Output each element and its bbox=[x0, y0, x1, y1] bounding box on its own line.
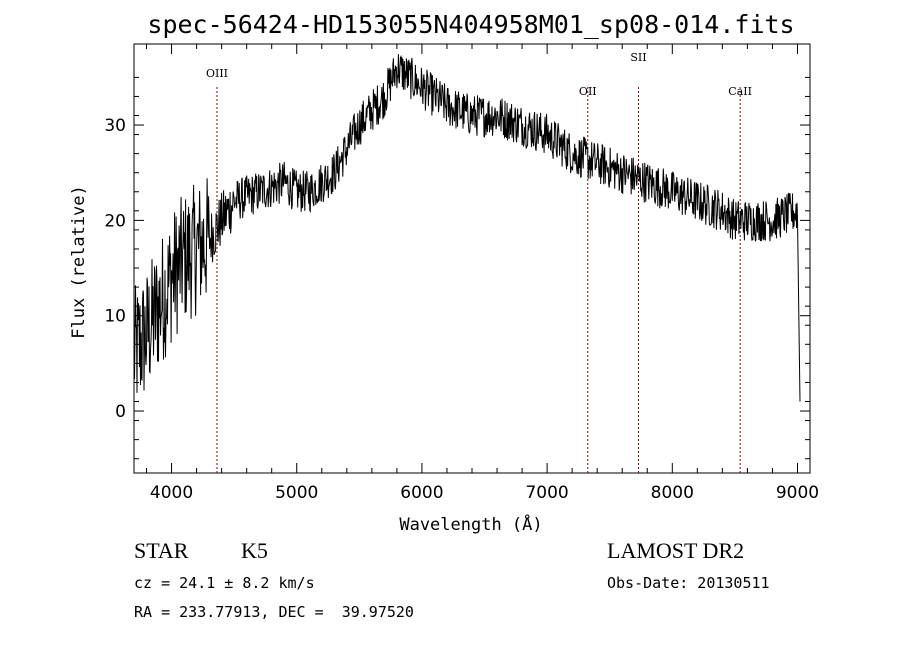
object-class: STAR bbox=[134, 538, 189, 563]
x-tick-label-7000: 7000 bbox=[525, 483, 568, 503]
line-label-OIII: OIII bbox=[206, 67, 228, 80]
x-tick-label-9000: 9000 bbox=[776, 483, 819, 503]
y-tick-label-30: 30 bbox=[104, 116, 126, 136]
line-label-CaII: CaII bbox=[728, 85, 752, 98]
line-label-OII: OII bbox=[579, 85, 597, 98]
object-subclass: K5 bbox=[241, 538, 268, 563]
x-tick-label-8000: 8000 bbox=[651, 483, 694, 503]
x-tick-label-4000: 4000 bbox=[150, 483, 193, 503]
line-label-SII: SII bbox=[630, 51, 646, 64]
x-axis-label: Wavelength (Å) bbox=[399, 513, 542, 535]
x-tick-label-6000: 6000 bbox=[400, 483, 443, 503]
redshift-text: cz = 24.1 ± 8.2 km/s bbox=[134, 574, 315, 592]
y-tick-label-0: 0 bbox=[115, 402, 126, 422]
survey-label: LAMOST DR2 bbox=[607, 538, 745, 563]
spectrum-line bbox=[133, 54, 801, 402]
y-tick-label-10: 10 bbox=[104, 307, 126, 327]
x-tick-label-5000: 5000 bbox=[275, 483, 318, 503]
obs-date-text: Obs-Date: 20130511 bbox=[607, 574, 770, 592]
chart-title: spec-56424-HD153055N404958M01_sp08-014.f… bbox=[147, 10, 794, 39]
y-axis-label: Flux (relative) bbox=[69, 185, 89, 339]
y-tick-label-20: 20 bbox=[104, 211, 126, 231]
radec-text: RA = 233.77913, DEC = 39.97520 bbox=[134, 603, 414, 621]
